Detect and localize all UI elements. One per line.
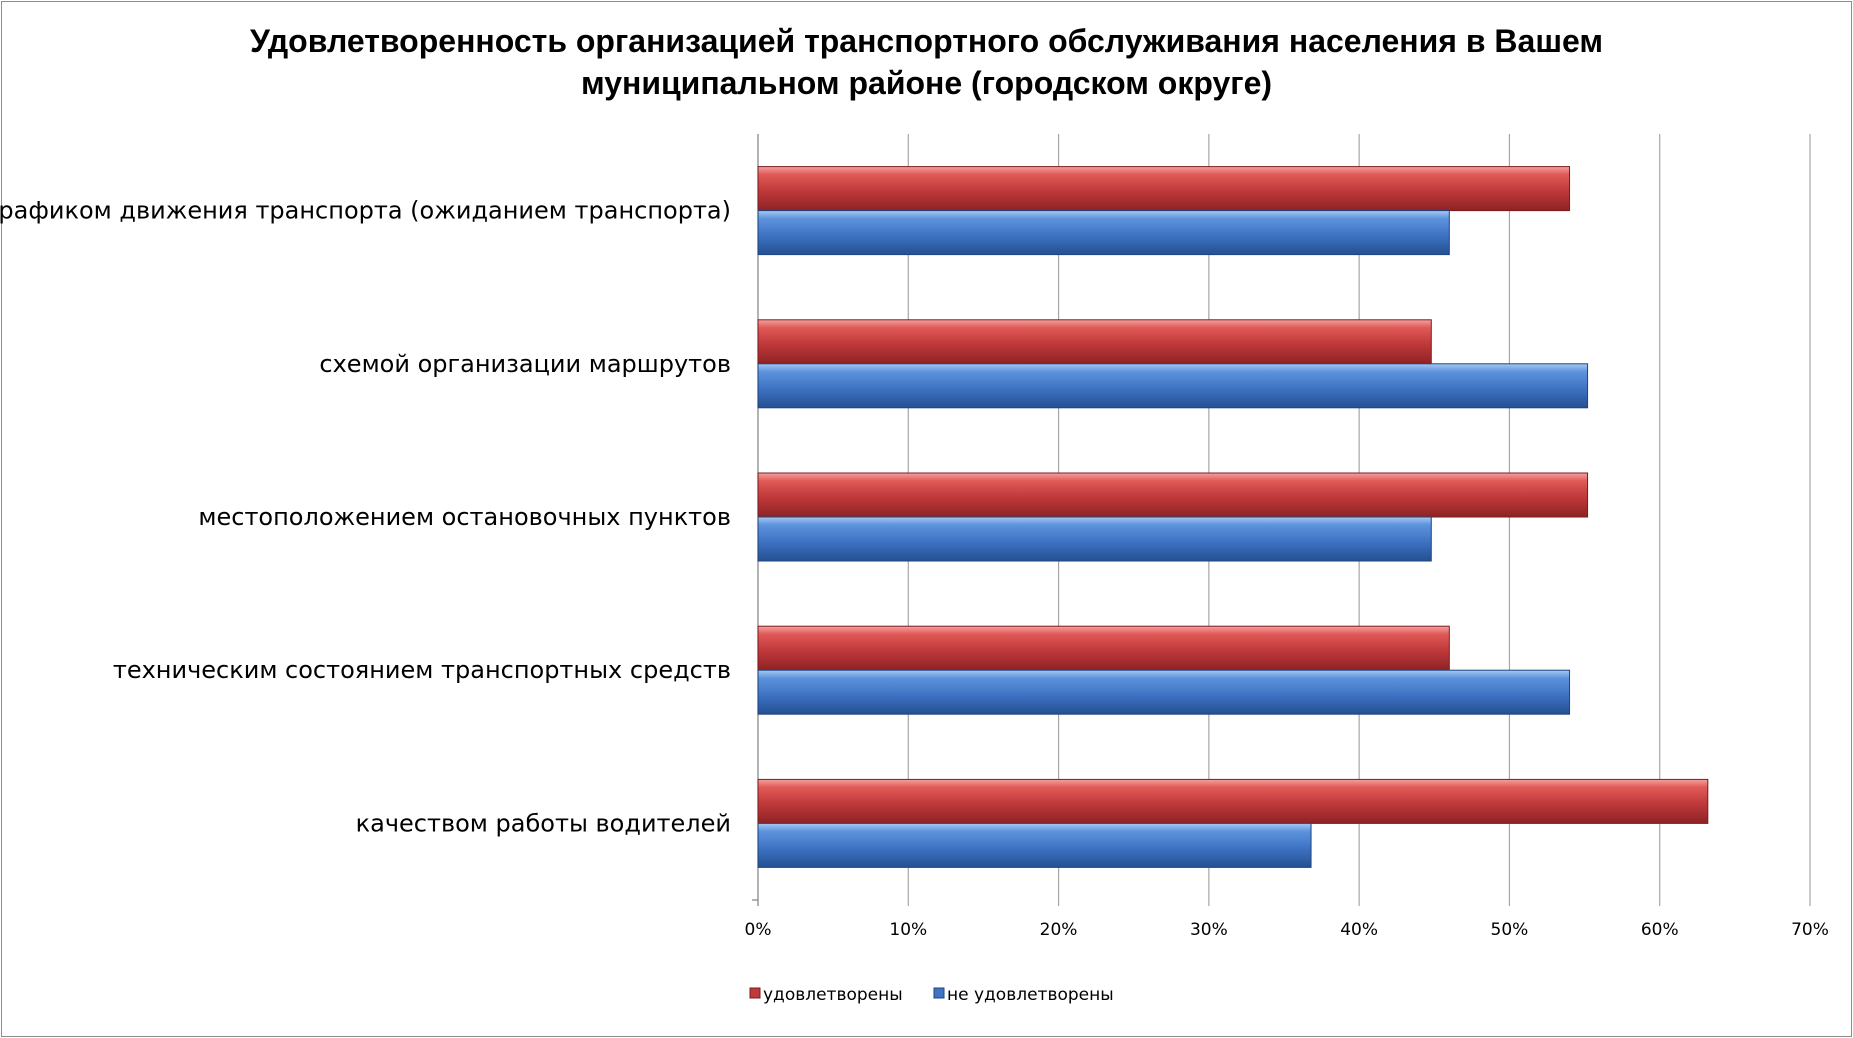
- chart-title: Удовлетворенность организацией транспорт…: [2, 20, 1851, 104]
- x-tick-label-70: 70%: [1791, 920, 1829, 940]
- x-tick-labels: 0% 10% 20% 30% 40% 50% 60% 70%: [745, 920, 1829, 940]
- x-tick-label-30: 30%: [1190, 920, 1228, 940]
- category-label-2: местоположением остановочных пунктов: [198, 503, 731, 531]
- bar-not-satisfied-0: [757, 210, 1450, 256]
- legend-label-satisfied: удовлетворены: [763, 985, 903, 1005]
- x-tick-label-0: 0%: [745, 920, 772, 940]
- bar-satisfied-3: [757, 625, 1450, 671]
- x-tick-label-20: 20%: [1040, 920, 1078, 940]
- category-labels: графиком движения транспорта (ожиданием …: [0, 197, 731, 838]
- x-tick-label-60: 60%: [1641, 920, 1679, 940]
- legend: удовлетворены не удовлетворены: [749, 985, 1114, 1005]
- chart-title-line-1: Удовлетворенность организацией транспорт…: [249, 23, 1604, 59]
- legend-swatch-not-satisfied: [933, 987, 945, 999]
- bar-satisfied-4: [757, 778, 1709, 824]
- x-tick-label-40: 40%: [1340, 920, 1378, 940]
- legend-swatch-satisfied: [749, 987, 761, 999]
- bar-satisfied-1: [757, 319, 1432, 365]
- bar-not-satisfied-2: [757, 516, 1432, 562]
- chart-title-line-2: муниципальном районе (городском округе): [580, 65, 1273, 101]
- legend-label-not-satisfied: не удовлетворены: [947, 985, 1114, 1005]
- bars: [757, 166, 1709, 868]
- category-label-4: качеством работы водителей: [356, 809, 731, 837]
- category-label-3: техническим состоянием транспортных сред…: [113, 656, 731, 684]
- x-tick-label-10: 10%: [889, 920, 927, 940]
- bar-not-satisfied-3: [757, 669, 1571, 715]
- bar-satisfied-0: [757, 166, 1571, 212]
- bar-not-satisfied-1: [757, 363, 1589, 409]
- bar-satisfied-2: [757, 472, 1589, 518]
- category-label-1: схемой организации маршрутов: [319, 350, 731, 378]
- bar-not-satisfied-4: [757, 822, 1312, 868]
- category-label-0: графиком движения транспорта (ожиданием …: [0, 197, 731, 225]
- x-tick-label-50: 50%: [1491, 920, 1529, 940]
